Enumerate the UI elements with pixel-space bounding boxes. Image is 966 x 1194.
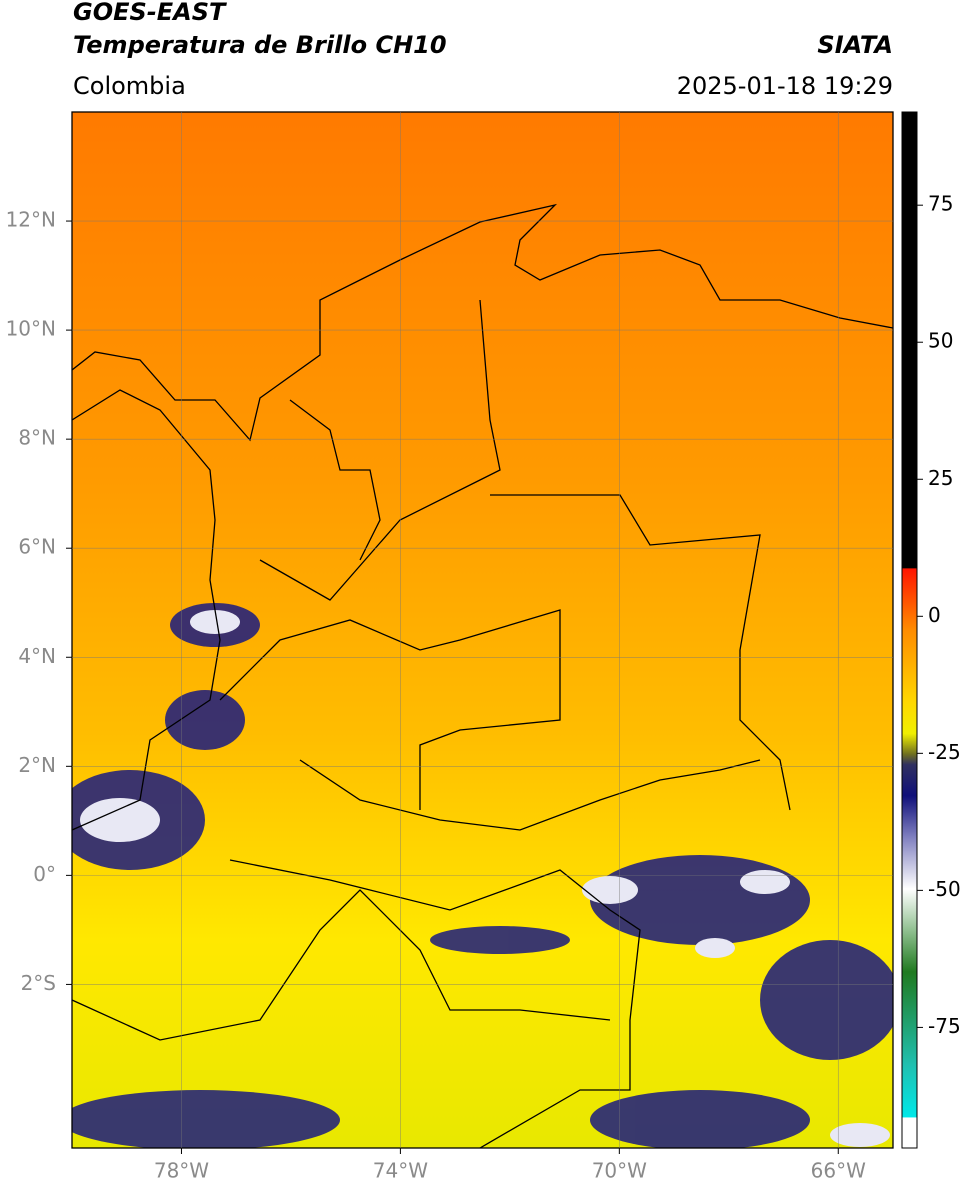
y-tick-label: 12°N: [6, 208, 56, 232]
colorbar-tick-label: 25: [928, 466, 953, 490]
y-tick-label: 2°N: [18, 753, 56, 777]
x-tick-label: 78°W: [154, 1159, 209, 1183]
title: Temperatura de Brillo CH10: [73, 31, 447, 59]
region: Colombia: [73, 72, 186, 100]
y-tick-label: 10°N: [6, 317, 56, 341]
datetime: 2025-01-18 19:29: [677, 72, 893, 100]
y-tick-label: 4°N: [18, 644, 56, 668]
map-image: [72, 112, 893, 1148]
y-tick-label: 6°N: [18, 535, 56, 559]
x-tick-label: 66°W: [811, 1159, 866, 1183]
source: SIATA: [817, 31, 893, 59]
title: GOES-EAST: [73, 0, 227, 26]
y-tick-label: 0°: [33, 862, 56, 886]
y-tick-label: 8°N: [18, 426, 56, 450]
colorbar-tick-label: 50: [928, 329, 953, 353]
y-tick-label: 2°S: [21, 971, 56, 995]
colorbar-tick-label: -75: [928, 1014, 961, 1038]
colorbar-tick-label: 0: [928, 603, 941, 627]
colorbar: [901, 111, 918, 1149]
x-tick-label: 74°W: [373, 1159, 428, 1183]
map-frame: [71, 111, 894, 1149]
x-tick-label: 70°W: [592, 1159, 647, 1183]
colorbar-tick-label: -25: [928, 740, 961, 764]
colorbar-tick-label: -50: [928, 877, 961, 901]
colorbar-tick-label: 75: [928, 192, 953, 216]
